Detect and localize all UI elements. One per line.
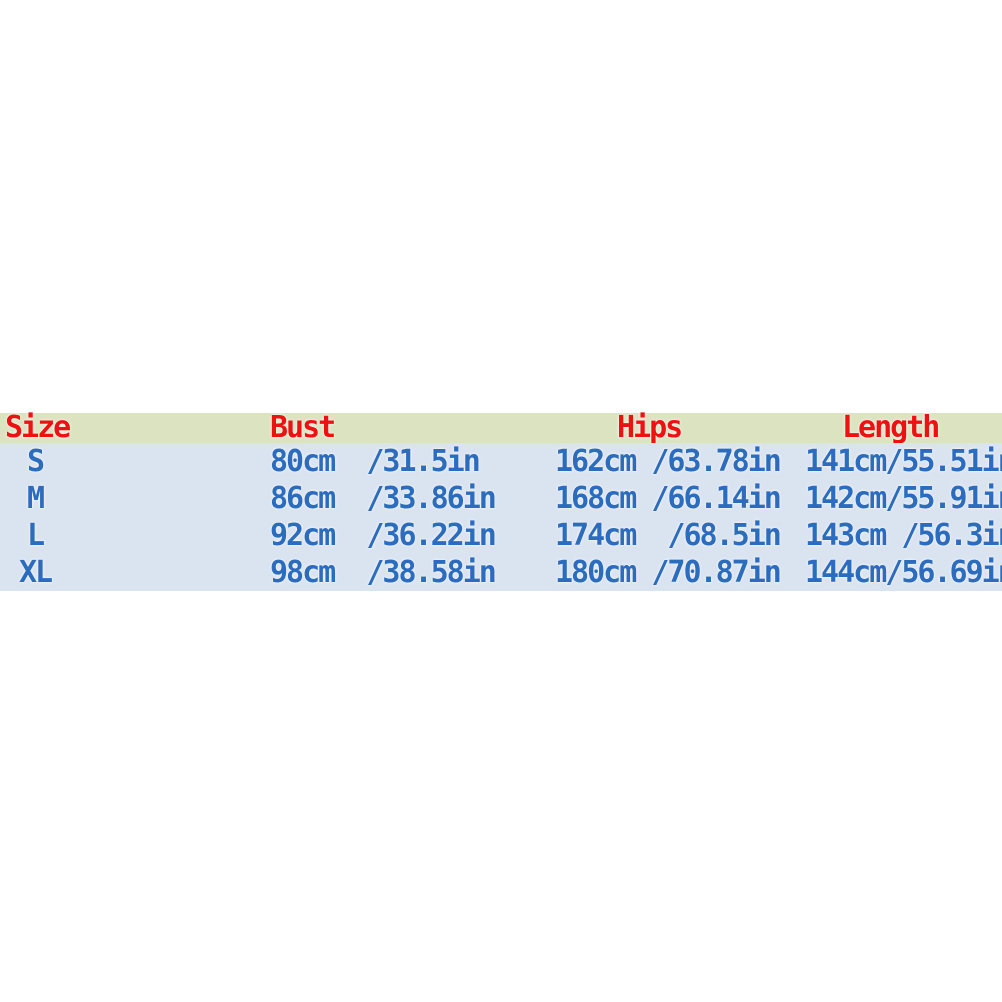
hips-cell: 180cm /70.87in: [555, 555, 782, 590]
table-row-l: L 92cm /36.22in 174cm /68.5in 143cm /56.…: [0, 517, 1002, 554]
bust-cell: 98cm /38.58in: [270, 555, 497, 590]
hips-cell: 162cm /63.78in: [555, 444, 782, 479]
size-cell: L: [26, 518, 45, 553]
size-cell: M: [26, 481, 45, 516]
header-bust: Bust: [270, 410, 336, 445]
table-row-s: S 80cm /31.5in 162cm /63.78in 141cm/55.5…: [0, 443, 1002, 480]
header-hips: Hips: [617, 410, 683, 445]
table-body: S 80cm /31.5in 162cm /63.78in 141cm/55.5…: [0, 443, 1002, 591]
table-row-xl: XL 98cm /38.58in 180cm /70.87in 144cm/56…: [0, 554, 1002, 591]
hips-cell: 174cm /68.5in: [555, 518, 782, 553]
bust-cell: 86cm /33.86in: [270, 481, 497, 516]
size-cell: XL: [18, 555, 53, 590]
header-size: Size: [5, 410, 71, 445]
length-cell: 141cm/55.51in: [805, 444, 1002, 479]
length-cell: 142cm/55.91in: [805, 481, 1002, 516]
length-cell: 144cm/56.69in: [805, 555, 1002, 590]
hips-cell: 168cm /66.14in: [555, 481, 782, 516]
length-cell: 143cm /56.3in: [805, 518, 1002, 553]
table-row-m: M 86cm /33.86in 168cm /66.14in 142cm/55.…: [0, 480, 1002, 517]
size-cell: S: [26, 444, 45, 479]
table-header-row: Size Bust Hips Length: [0, 413, 1002, 443]
bust-cell: 80cm /31.5in: [270, 444, 481, 479]
size-chart-table: Size Bust Hips Length S 80cm /31.5in 162…: [0, 413, 1002, 591]
bust-cell: 92cm /36.22in: [270, 518, 497, 553]
header-length: Length: [842, 410, 940, 445]
